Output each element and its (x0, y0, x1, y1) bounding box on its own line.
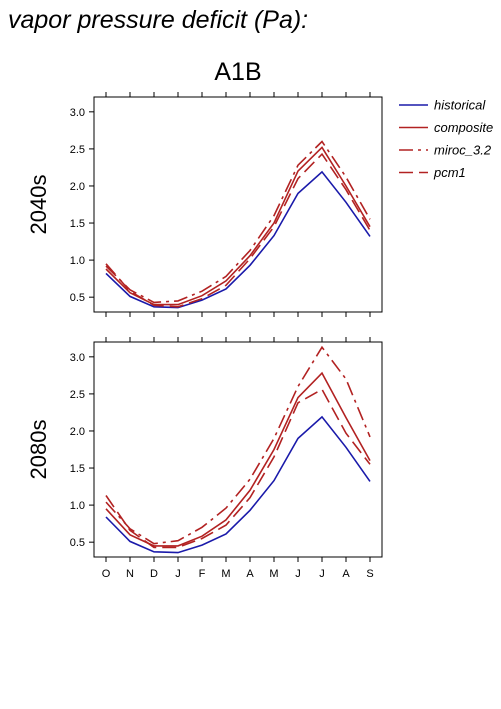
panels-layer: 0.5 1.0 1.5 2.0 2.5 3.0 2040s 0.5 1.0 1.5 2.0 2.5 3.… (26, 92, 383, 580)
x-tick-label: A (342, 568, 350, 580)
panel-label: 2040s (26, 175, 51, 235)
legend-label-historical: historical (434, 98, 486, 113)
y-tick-label: 3.0 (70, 107, 85, 119)
x-tick-label: O (102, 568, 111, 580)
y-tick-label: 2.5 (70, 144, 85, 156)
y-tick-label: 3.0 (70, 352, 85, 364)
panel-2080s: 0.5 1.0 1.5 2.0 2.5 3.0 O N D J F M A M J J A S 2080s (26, 337, 383, 580)
panel-label: 2080s (26, 420, 51, 480)
series-line-historical (105, 415, 371, 554)
y-tick-label: 1.5 (70, 463, 85, 475)
series-line-miroc_3.2 (105, 140, 371, 304)
series-line-composite (105, 371, 371, 547)
x-tick-label: J (319, 568, 325, 580)
y-tick-label: 2.0 (70, 426, 85, 438)
x-tick-label: S (366, 568, 373, 580)
scenario-title: A1B (214, 58, 261, 86)
x-tick-label: M (269, 568, 278, 580)
y-tick-label: 0.5 (70, 537, 85, 549)
y-tick-label: 1.0 (70, 500, 85, 512)
x-tick-label: D (150, 568, 158, 580)
x-tick-label: J (295, 568, 301, 580)
series-line-pcm1 (105, 152, 371, 308)
series-line-composite (105, 146, 371, 306)
plot-frame (93, 96, 383, 313)
legend-label-composite: composite (434, 120, 493, 135)
y-tick-label: 2.5 (70, 389, 85, 401)
legend-label-miroc_3.2: miroc_3.2 (434, 143, 492, 158)
y-tick-label: 0.5 (70, 292, 85, 304)
y-tick-label: 1.5 (70, 218, 85, 230)
plot-frame (93, 341, 383, 558)
x-tick-label: F (199, 568, 206, 580)
page-title: vapor pressure deficit (Pa): (8, 6, 309, 34)
y-tick-label: 2.0 (70, 181, 85, 193)
x-tick-label: M (221, 568, 230, 580)
legend-label-pcm1: pcm1 (433, 165, 466, 180)
panel-2040s: 0.5 1.0 1.5 2.0 2.5 3.0 2040s (26, 92, 383, 317)
y-tick-label: 1.0 (70, 255, 85, 267)
series-line-pcm1 (105, 388, 371, 549)
x-tick-label: N (126, 568, 134, 580)
x-tick-label: A (246, 568, 254, 580)
series-line-historical (105, 170, 371, 309)
x-tick-label: J (175, 568, 181, 580)
series-line-miroc_3.2 (105, 345, 371, 545)
legend: historical composite miroc_3.2 pcm1 (399, 98, 493, 180)
